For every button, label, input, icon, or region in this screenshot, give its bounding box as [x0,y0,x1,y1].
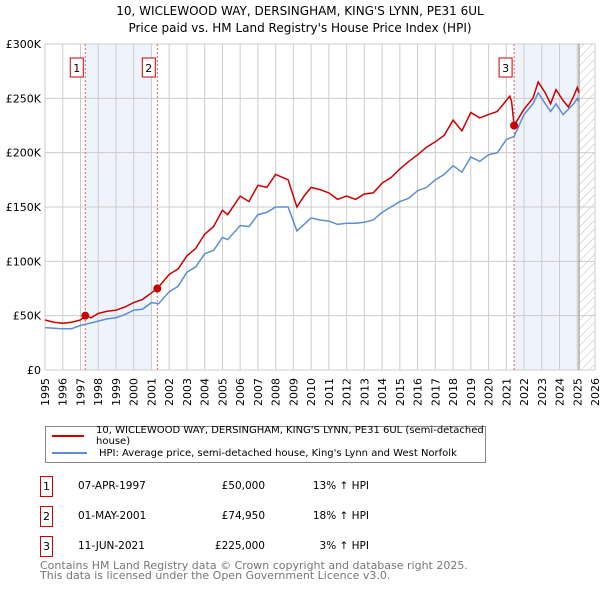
y-tick-label: £0 [27,364,41,377]
x-tick-label: 2026 [589,378,600,406]
x-tick-label: 2002 [163,378,176,406]
legend-swatch-red [52,435,85,437]
sale-label-box [141,57,156,78]
sale-hpi-diff: 3% ↑ HPI [319,540,369,552]
sale-price: £74,950 [221,510,265,522]
sale-price: £225,000 [214,540,265,552]
sale-number: 3 [40,536,53,557]
x-tick-label: 2012 [341,378,354,406]
sale-point [153,284,162,293]
legend-label: HPI: Average price, semi-detached house,… [99,447,457,459]
x-tick-label: 2016 [412,378,425,406]
x-tick-label: 2005 [216,378,229,406]
price-chart: 10, WICLEWOOD WAY, DERSINGHAM, KING'S LY… [6,4,600,406]
x-tick-label: 2021 [500,378,513,406]
sale-label: 1 [73,62,80,75]
footer: Contains HM Land Registry data © Crown c… [40,559,468,582]
sale-label-box [498,57,513,78]
x-tick-label: 2020 [483,378,496,406]
footer-licence: This data is licensed under the Open Gov… [40,569,391,582]
sale-row: 3 11-JUN-2021 £225,000 3% ↑ HPI [0,536,600,557]
x-tick-label: 1997 [74,378,87,406]
sale-label-box [69,57,84,78]
x-tick-label: 2024 [554,378,567,406]
y-tick-label: £100K [6,255,42,268]
x-tick-label: 1995 [39,378,52,406]
sale-number: 1 [40,476,53,497]
x-tick-label: 2007 [252,378,265,406]
x-tick-label: 2015 [394,378,407,406]
x-tick-label: 2013 [358,378,371,406]
sale-row: 1 07-APR-1997 £50,000 13% ↑ HPI [0,476,600,497]
sale-date: 11-JUN-2021 [78,540,145,552]
y-tick-label: £200K [6,147,42,160]
x-tick-label: 2022 [518,378,531,406]
x-tick-label: 2023 [536,378,549,406]
sale-label: 2 [145,62,152,75]
x-tick-label: 2018 [447,378,460,406]
x-tick-label: 2006 [234,378,247,406]
y-tick-label: £50K [13,310,42,323]
x-tick-label: 2017 [429,378,442,406]
x-tick-label: 1999 [110,378,123,406]
y-tick-label: £250K [6,92,42,105]
sale-price: £50,000 [221,480,265,492]
x-tick-label: 1998 [92,378,105,406]
y-tick-label: £150K [6,201,42,214]
hpi-line [44,91,580,330]
footer-copyright: Contains HM Land Registry data © Crown c… [40,559,468,572]
sale-row: 2 01-MAY-2001 £74,950 18% ↑ HPI [0,506,600,527]
sale-date: 07-APR-1997 [78,480,146,492]
legend-item-property: 10, WICLEWOOD WAY, DERSINGHAM, KING'S LY… [46,425,485,447]
legend-swatch-blue [52,452,87,454]
x-tick-label: 2011 [323,378,336,406]
x-tick-label: 2008 [270,378,283,406]
chart-subtitle: Price paid vs. HM Land Registry's House … [128,21,471,35]
x-tick-label: 2004 [199,378,212,406]
x-tick-label: 2025 [571,378,584,406]
x-tick-label: 2000 [128,378,141,406]
x-tick-label: 2010 [305,378,318,406]
x-tick-label: 2009 [287,378,300,406]
legend: 10, WICLEWOOD WAY, DERSINGHAM, KING'S LY… [45,425,486,463]
x-tick-label: 2019 [465,378,478,406]
x-tick-label: 2001 [145,378,158,406]
sale-hpi-diff: 18% ↑ HPI [312,510,369,522]
sale-point [510,121,519,130]
y-tick-label: £300K [6,38,42,51]
x-tick-label: 2014 [376,378,389,406]
chart-title: 10, WICLEWOOD WAY, DERSINGHAM, KING'S LY… [116,4,484,18]
sale-label: 3 [502,62,509,75]
x-tick-label: 1996 [57,378,70,406]
legend-item-hpi: HPI: Average price, semi-detached house,… [46,445,457,461]
sale-point [81,311,90,320]
sale-number: 2 [40,506,53,527]
x-tick-label: 2003 [181,378,194,406]
legend-label: 10, WICLEWOOD WAY, DERSINGHAM, KING'S LY… [96,425,484,447]
sale-date: 01-MAY-2001 [78,510,147,522]
sale-hpi-diff: 13% ↑ HPI [312,480,369,492]
